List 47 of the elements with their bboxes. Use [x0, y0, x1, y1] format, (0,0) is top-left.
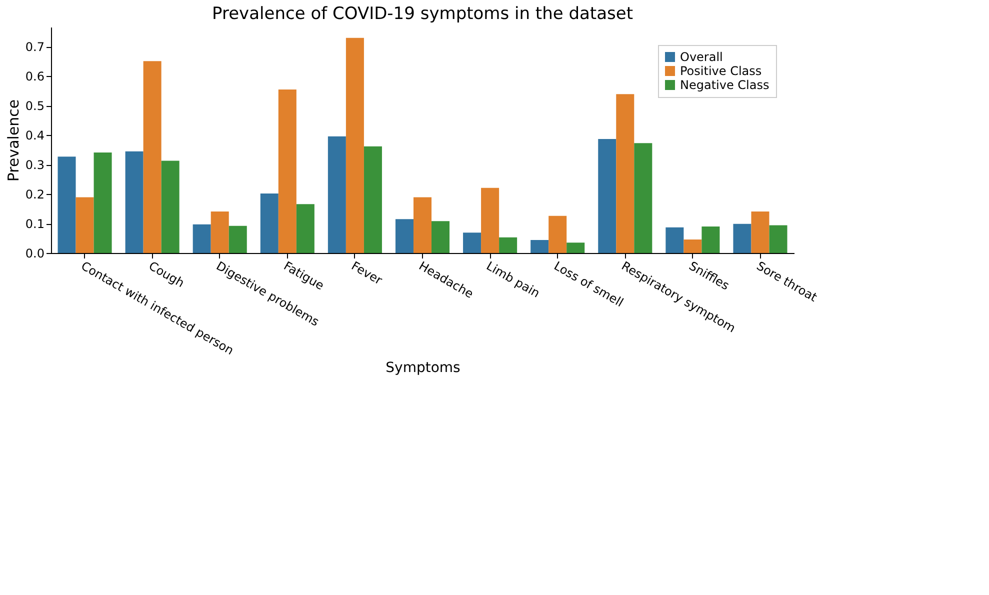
- bar: [598, 138, 616, 253]
- bar: [566, 242, 585, 253]
- bar: [666, 227, 684, 253]
- bar: [769, 225, 788, 253]
- bar: [751, 211, 770, 253]
- bar: [481, 188, 500, 253]
- x-axis-title: Symptoms: [386, 360, 460, 376]
- bar: [296, 204, 314, 253]
- bar: [548, 216, 567, 253]
- bar: [616, 94, 634, 253]
- legend-label: Negative Class: [680, 78, 770, 92]
- y-tick-label: 0.5: [25, 99, 44, 114]
- bar: [58, 156, 76, 253]
- bar: [346, 38, 364, 253]
- bar: [413, 197, 432, 253]
- bar: [530, 240, 549, 253]
- bar: [143, 61, 162, 253]
- y-tick-label: 0.3: [25, 158, 44, 172]
- bar: [395, 219, 414, 253]
- y-tick-label: 0.0: [25, 246, 44, 260]
- bar: [260, 193, 278, 253]
- bar: [463, 232, 482, 253]
- bar: [499, 237, 518, 253]
- bar: [733, 224, 752, 253]
- chart-title: Prevalence of COVID-19 symptoms in the dataset: [212, 4, 634, 24]
- bar: [432, 221, 450, 253]
- bar: [702, 226, 720, 253]
- y-axis-title: Prevalence: [4, 99, 22, 182]
- legend-label: Overall: [680, 50, 723, 64]
- bar: [228, 226, 247, 253]
- bar: [192, 224, 211, 253]
- y-tick-label: 0.7: [25, 40, 44, 54]
- bar: [210, 211, 229, 253]
- bar: [94, 152, 112, 253]
- bar: [125, 151, 144, 253]
- bar: [161, 160, 180, 253]
- y-tick-label: 0.1: [25, 217, 44, 232]
- y-tick-label: 0.4: [25, 128, 44, 143]
- bar: [328, 136, 346, 253]
- bar: [634, 143, 652, 253]
- legend-label: Positive Class: [680, 64, 762, 78]
- bar: [364, 146, 382, 253]
- y-tick-label: 0.2: [25, 188, 44, 202]
- bar: [684, 239, 702, 253]
- y-tick-label: 0.6: [25, 70, 44, 84]
- bar: [76, 197, 94, 253]
- bar: [278, 89, 296, 253]
